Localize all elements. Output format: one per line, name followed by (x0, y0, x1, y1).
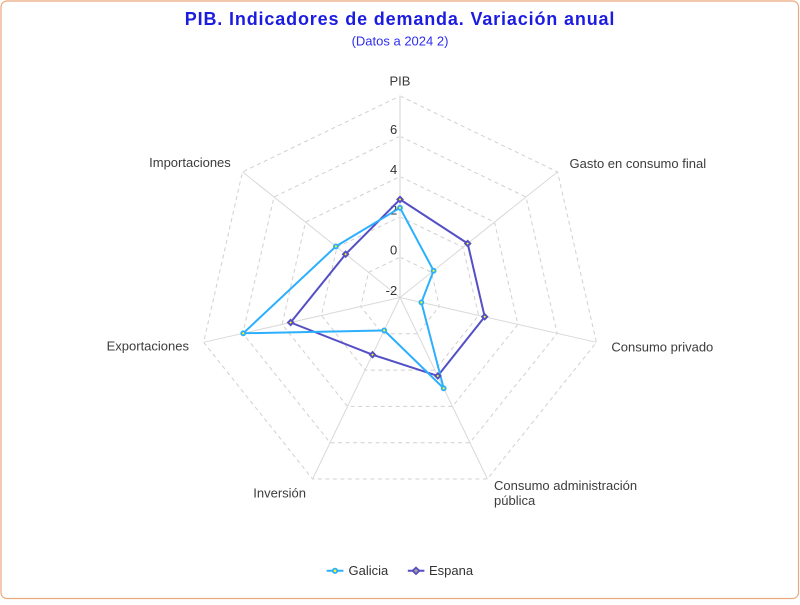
svg-text:Espana: Espana (429, 563, 474, 578)
svg-text:0: 0 (390, 243, 397, 258)
svg-text:4: 4 (390, 162, 397, 177)
svg-text:Importaciones: Importaciones (149, 155, 231, 170)
svg-text:Exportaciones: Exportaciones (107, 338, 190, 353)
svg-text:Galicia: Galicia (349, 563, 390, 578)
svg-text:6: 6 (390, 122, 397, 137)
svg-text:Gasto en consumo final: Gasto en consumo final (570, 156, 707, 171)
svg-text:Inversión: Inversión (253, 486, 306, 501)
svg-text:-2: -2 (386, 283, 398, 298)
svg-text:PIB. Indicadores de demanda. V: PIB. Indicadores de demanda. Variación a… (185, 9, 616, 29)
svg-text:PIB: PIB (390, 74, 411, 89)
svg-text:(Datos a 2024 2): (Datos a 2024 2) (352, 34, 449, 49)
svg-text:pública: pública (494, 493, 536, 508)
svg-text:2: 2 (390, 202, 397, 217)
svg-text:Consumo administración: Consumo administración (494, 478, 637, 493)
svg-text:Consumo privado: Consumo privado (611, 340, 713, 355)
